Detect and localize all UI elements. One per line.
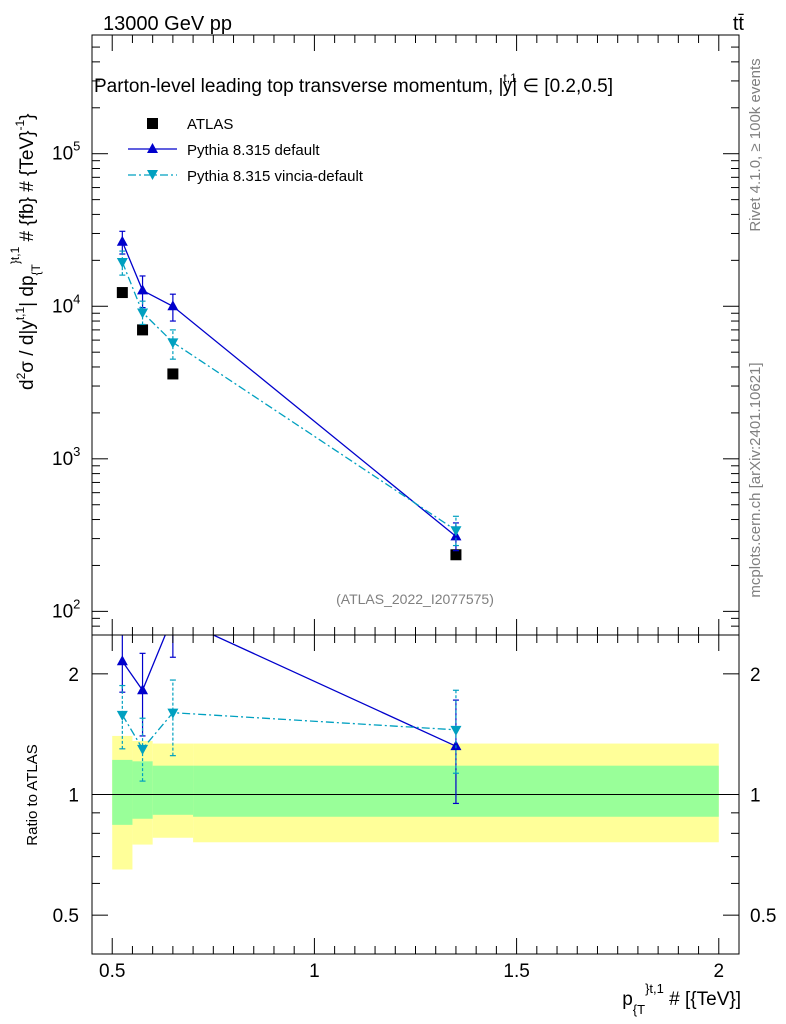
- data-point-pythia-vincia: [450, 526, 462, 537]
- ratio-y-tick-label-right: 0.5: [750, 906, 776, 927]
- ratio-band-inner: [152, 765, 194, 815]
- legend-entry-pythia-vincia: Pythia 8.315 vincia-default: [128, 168, 364, 185]
- ratio-y-tick-label-left: 1: [68, 786, 79, 807]
- data-point-pythia-vincia: [167, 338, 179, 349]
- data-point-pythia-vincia: [137, 744, 149, 755]
- data-point-pythia-vincia: [450, 725, 462, 736]
- ratio-y-tick-label-left: 2: [68, 665, 79, 686]
- data-point-pythia-default: [116, 655, 128, 666]
- analysis-watermark: (ATLAS_2022_I2077575): [336, 591, 494, 607]
- data-point-pythia-vincia: [167, 708, 179, 719]
- data-point-atlas: [450, 549, 462, 561]
- ratio-ticks: 0.5 0.5 1 1 2 2 0.5 1 1.5 2: [53, 635, 776, 982]
- ratio-uncertainty-bands: [92, 735, 739, 870]
- legend-entry-atlas: ATLAS: [147, 116, 233, 133]
- data-point-pythia-default: [450, 740, 462, 751]
- series-line-pythia-default: [121, 241, 457, 537]
- data-point-atlas: [167, 368, 179, 380]
- data-point-pythia-default: [167, 611, 178, 621]
- ratio-band-inner: [132, 761, 153, 819]
- series-line-pythia-default: [121, 635, 457, 747]
- ratio-series-layer: [116, 611, 462, 805]
- legend-marker-pythia-default: [147, 143, 158, 153]
- data-point-atlas: [137, 324, 149, 336]
- x-tick-label: 2: [713, 961, 724, 982]
- main-y-tick-label: 102: [52, 596, 80, 622]
- legend-label-pythia-vincia: Pythia 8.315 vincia-default: [187, 168, 364, 185]
- ratio-y-tick-label-right: 2: [750, 665, 761, 686]
- main-y-tick-label: 103: [52, 444, 80, 470]
- main-series-layer: [116, 230, 462, 561]
- main-y-axis-label: d2σ / d|yt,1| dp{T}t,1 # {fb} # {TeV}-1}: [8, 114, 43, 391]
- main-y-tick-label: 104: [52, 291, 80, 317]
- main-panel: 102 103 104 105 Parton-level leading top tr…: [8, 34, 740, 636]
- data-point-atlas: [116, 287, 128, 299]
- series-line-pythia-vincia: [121, 261, 457, 531]
- ratio-panel: 0.5 0.5 1 1 2 2 0.5 1 1.5 2 Ratio to ATLAS p{T}t,…: [24, 611, 776, 1017]
- data-point-pythia-default: [137, 284, 149, 295]
- legend-marker-pythia-vincia: [147, 170, 158, 180]
- plot-title: Parton-level leading top transverse mome…: [94, 71, 613, 97]
- ratio-y-tick-label-right: 1: [750, 786, 761, 807]
- data-point-pythia-vincia: [137, 308, 149, 319]
- legend-label-pythia-default: Pythia 8.315 default: [187, 142, 320, 159]
- x-axis-label: p{T}t,1 # [{TeV}]: [622, 981, 741, 1017]
- ratio-band-inner: [112, 759, 133, 825]
- data-point-pythia-default: [116, 235, 128, 246]
- main-y-tick-label: 105: [52, 139, 80, 165]
- ratio-y-tick-label-left: 0.5: [53, 906, 79, 927]
- mcplots-source-label: mcplots.cern.ch [arXiv:2401.10621]: [747, 362, 764, 597]
- legend-label-atlas: ATLAS: [187, 116, 233, 133]
- x-tick-label: 1.5: [503, 961, 529, 982]
- data-point-pythia-default: [137, 684, 149, 695]
- data-point-pythia-default: [167, 300, 179, 311]
- rivet-version-label: Rivet 4.1.0, ≥ 100k events: [747, 58, 764, 231]
- process-label: tt̄: [733, 13, 745, 35]
- x-tick-label: 0.5: [99, 961, 125, 982]
- x-tick-label: 1: [309, 961, 320, 982]
- data-point-pythia-vincia: [116, 258, 128, 269]
- ratio-y-axis-label: Ratio to ATLAS: [24, 744, 41, 845]
- legend-marker-atlas: [147, 118, 158, 129]
- energy-label: 13000 GeV pp: [103, 13, 232, 35]
- main-ticks: 102 103 104 105: [52, 34, 740, 636]
- series-line-pythia-vincia: [121, 712, 456, 750]
- data-point-pythia-vincia: [116, 710, 128, 721]
- legend: ATLAS Pythia 8.315 default Pythia 8.315 …: [128, 116, 364, 185]
- legend-entry-pythia-default: Pythia 8.315 default: [128, 142, 320, 159]
